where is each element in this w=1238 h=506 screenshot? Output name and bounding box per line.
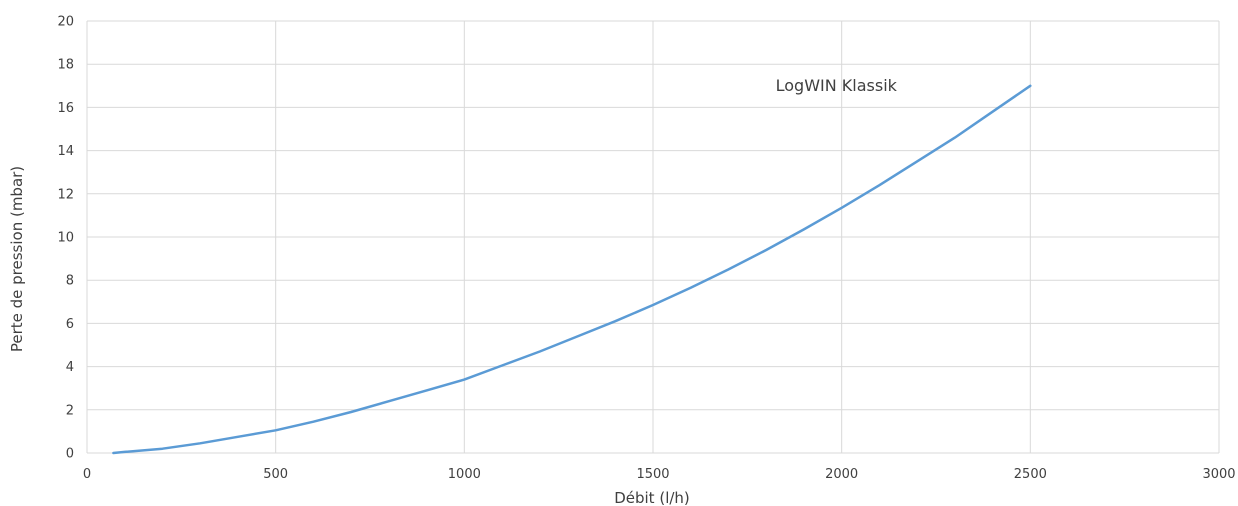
y-tick-label: 0 [66, 447, 74, 462]
grid [86, 20, 1220, 454]
y-tick-label: 2 [66, 403, 74, 418]
x-tick-label: 500 [263, 467, 288, 482]
x-tick-label: 2500 [1014, 467, 1047, 482]
x-axis: 0 500 1000 1500 2000 2500 3000 [83, 467, 1236, 482]
x-tick-label: 3000 [1202, 467, 1235, 482]
annotations: LogWIN Klassik [776, 76, 898, 95]
series-annotation: LogWIN Klassik [776, 76, 898, 95]
y-tick-label: 12 [57, 187, 74, 202]
x-tick-label: 1500 [636, 467, 669, 482]
series-line-0 [112, 84, 1032, 455]
series-layer [112, 84, 1032, 455]
y-tick-label: 18 [57, 58, 74, 73]
y-tick-label: 6 [66, 317, 74, 332]
x-tick-label: 1000 [448, 467, 481, 482]
y-tick-label: 14 [57, 144, 74, 159]
x-axis-title: Débit (l/h) [614, 489, 690, 506]
y-tick-label: 8 [66, 274, 74, 289]
y-tick-label: 4 [66, 360, 74, 375]
x-tick-label: 2000 [825, 467, 858, 482]
y-axis-title: Perte de pression (mbar) [8, 166, 26, 352]
y-tick-label: 16 [57, 101, 74, 116]
y-tick-label: 10 [57, 231, 74, 246]
y-axis: 0 2 4 6 8 10 12 14 16 18 20 [57, 15, 74, 462]
x-tick-label: 0 [83, 467, 91, 482]
y-tick-label: 20 [57, 15, 74, 30]
